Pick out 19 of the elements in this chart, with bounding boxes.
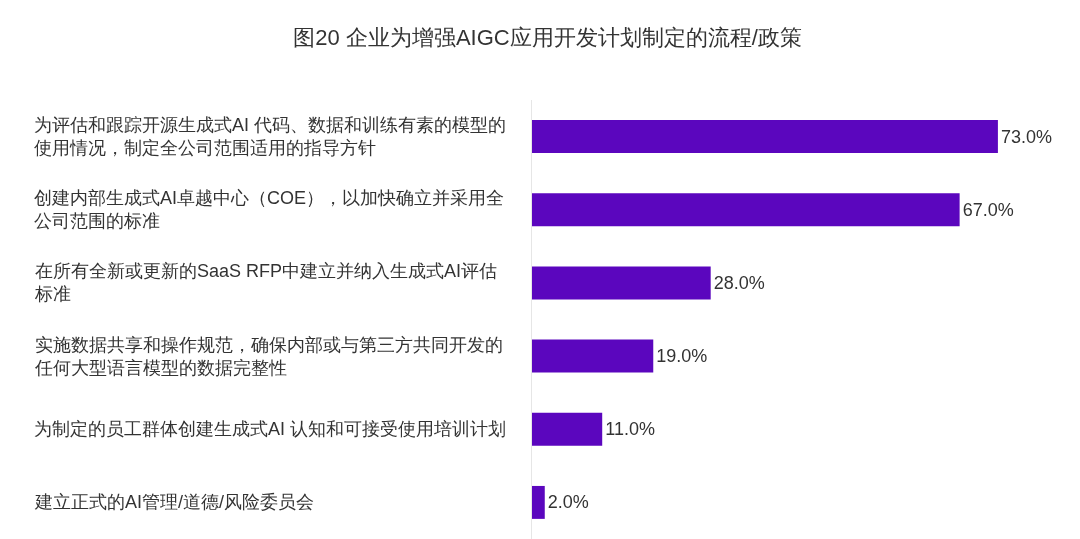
bar (532, 266, 711, 300)
y-tick-label: 建立正式的AI管理/道德/风险委员会 (34, 492, 315, 512)
y-tick-label: 在所有全新或更新的SaaS RFP中建立并纳入生成式AI评估标准 (34, 261, 498, 305)
y-tick-label: 实施数据共享和操作规范，确保内部或与第三方共同开发的任何大型语言模型的数据完整性 (34, 335, 503, 379)
data-label: 11.0% (605, 419, 655, 440)
data-label: 19.0% (656, 346, 708, 367)
bar (532, 339, 654, 373)
data-label: 67.0% (962, 199, 1014, 220)
y-tick-label: 创建内部生成式AI卓越中心（COE），以加快确立并采用全公司范围的标准 (34, 188, 505, 232)
bar (532, 193, 960, 227)
bar (532, 485, 545, 519)
y-tick-label: 为评估和跟踪开源生成式AI 代码、数据和训练有素的模型的使用情况，制定全公司范围适用的指导方针 (34, 115, 507, 159)
data-label: 73.0% (1000, 126, 1052, 147)
data-label: 2.0% (547, 492, 589, 513)
chart-title: 图20 企业为增强AIGC应用开发计划制定的流程/政策 (293, 25, 802, 51)
bar (532, 120, 998, 154)
data-label: 28.0% (713, 272, 765, 293)
bar (532, 412, 603, 446)
y-tick-label: 为制定的员工群体创建生成式AI 认知和可接受使用培训计划 (34, 419, 507, 439)
